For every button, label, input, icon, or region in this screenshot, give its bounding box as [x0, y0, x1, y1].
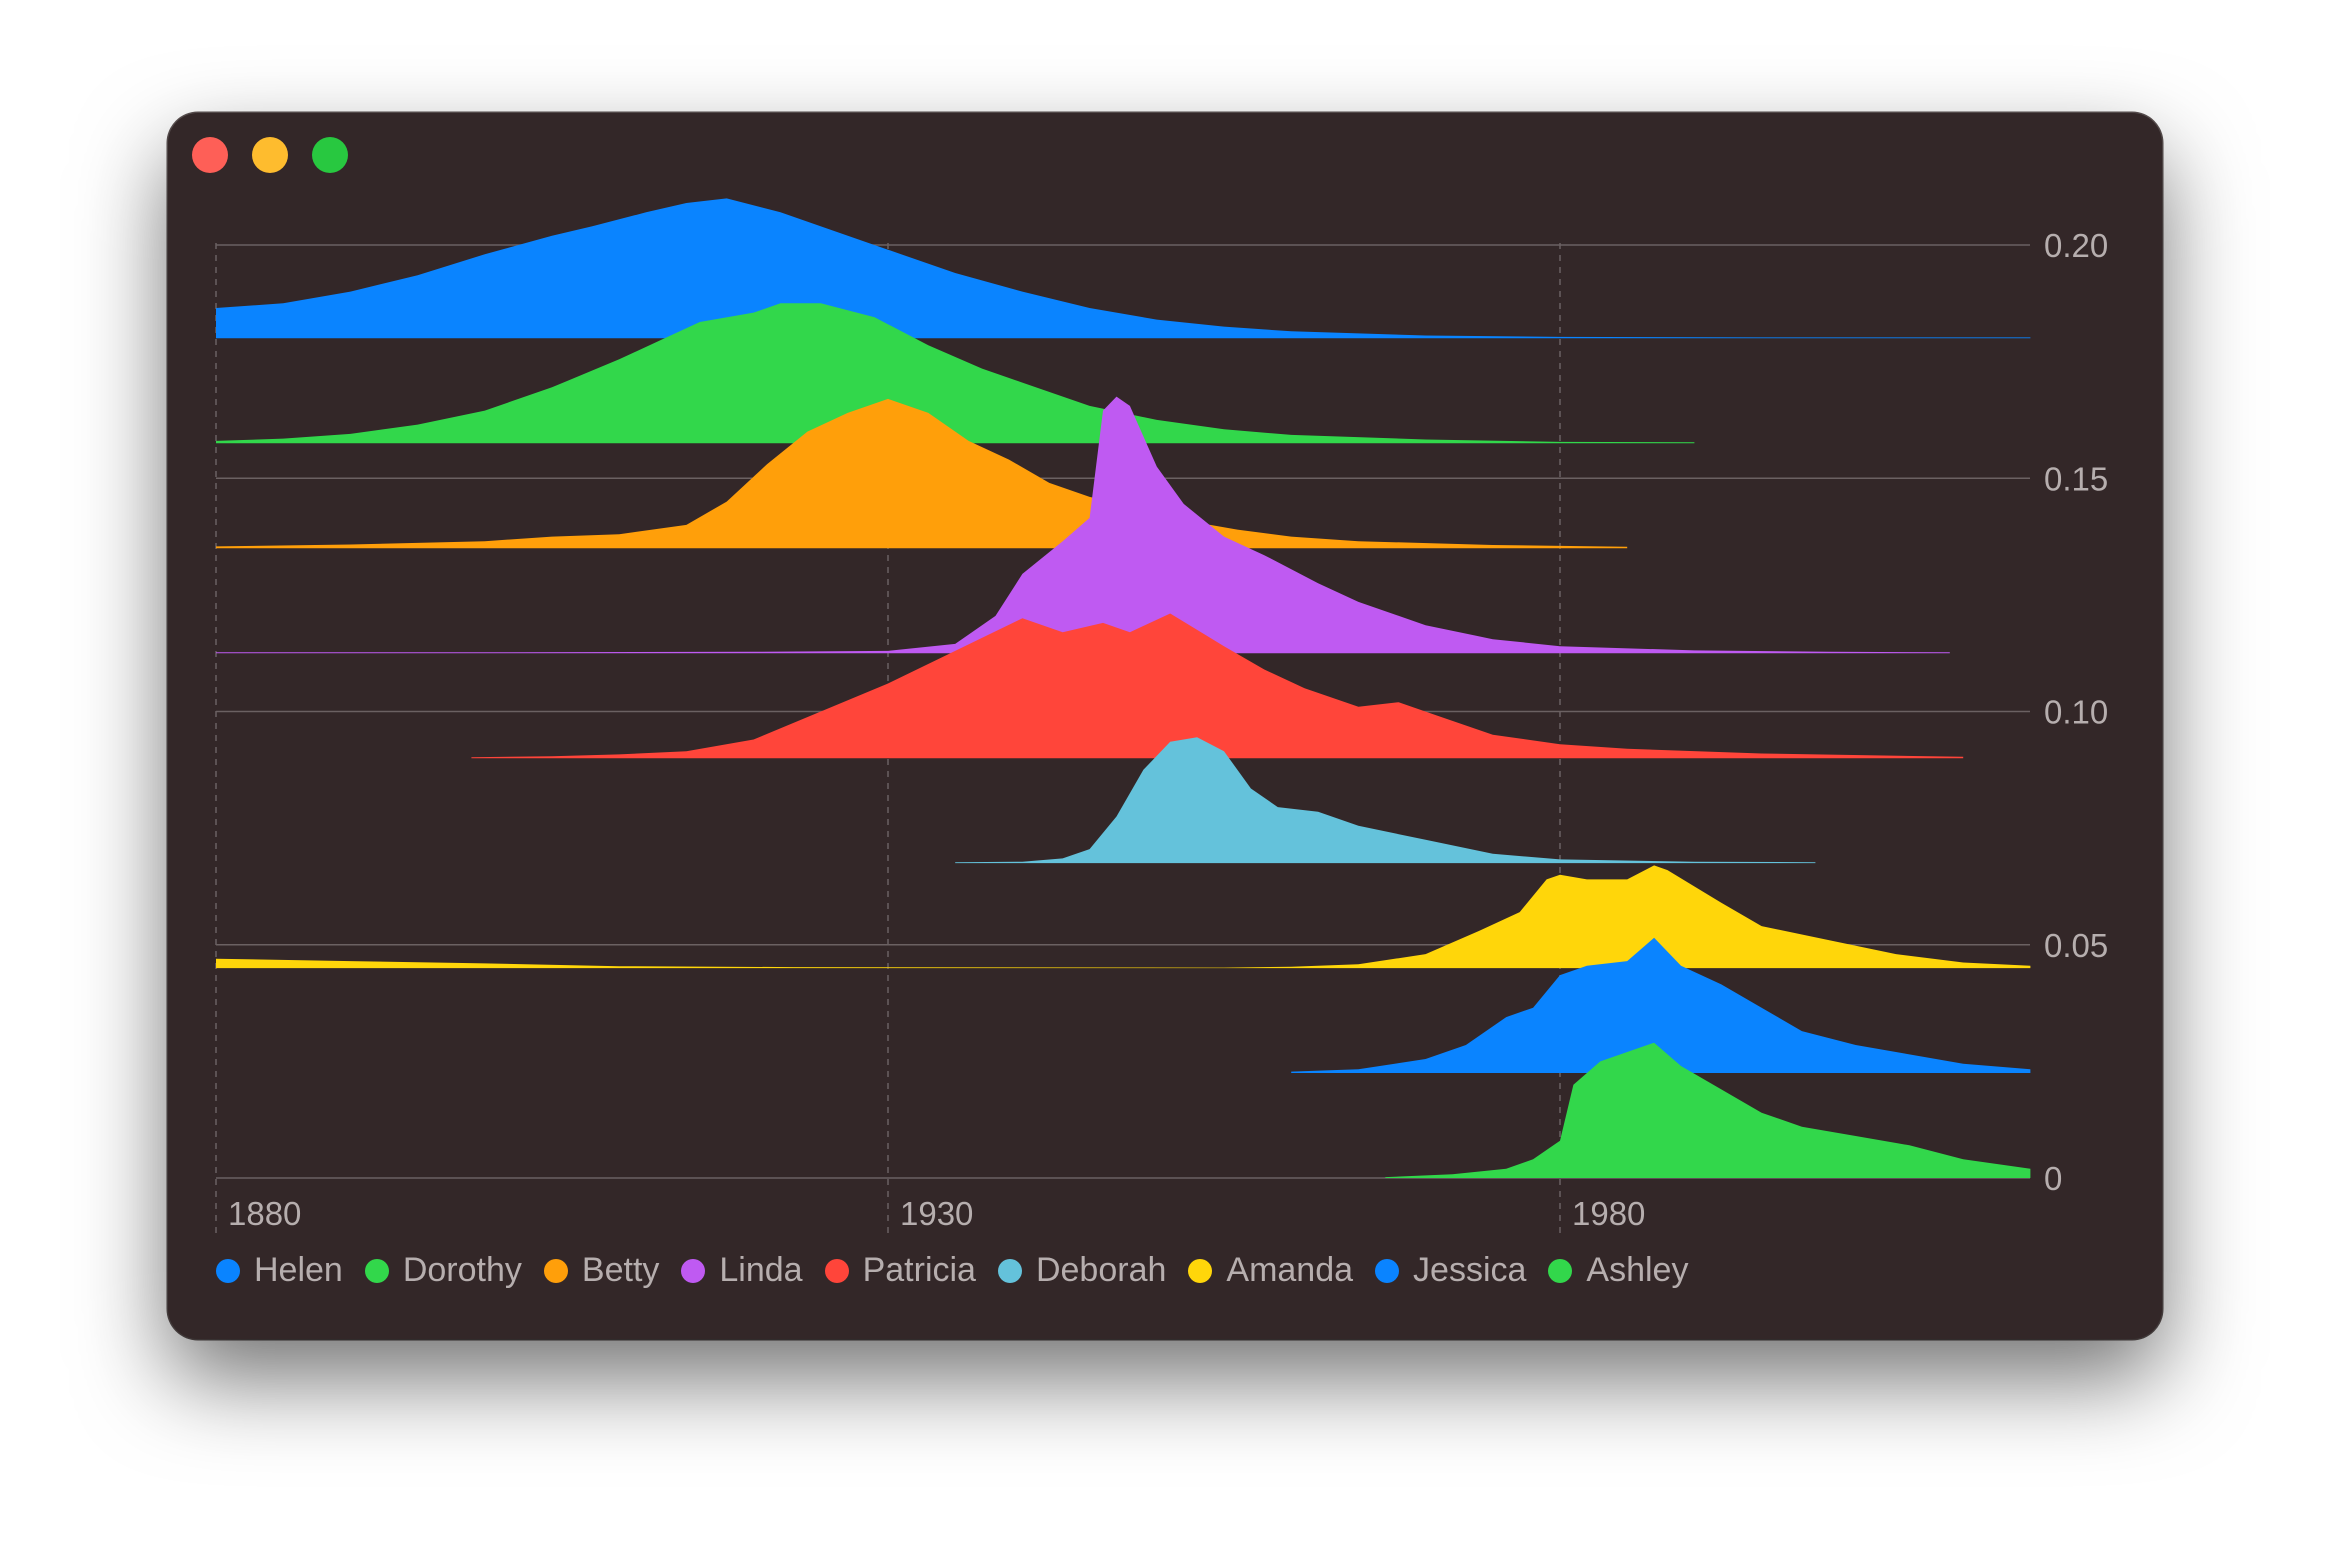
legend-swatch-icon: [364, 1258, 389, 1283]
legend-item-betty: Betty: [543, 1251, 660, 1290]
legend-swatch-icon: [1375, 1258, 1400, 1283]
legend-item-dorothy: Dorothy: [364, 1251, 522, 1290]
close-window-button[interactable]: [192, 137, 228, 173]
legend-label: Patricia: [862, 1251, 976, 1289]
legend-label: Ashley: [1586, 1251, 1689, 1289]
series-area-deborah: [955, 737, 1816, 864]
legend-item-linda: Linda: [681, 1251, 803, 1290]
legend-swatch-icon: [997, 1258, 1022, 1283]
legend-swatch-icon: [1548, 1258, 1573, 1283]
x-axis-label: 1980: [1572, 1195, 1645, 1232]
legend-label: Deborah: [1035, 1251, 1167, 1289]
y-axis-label: 0.15: [2044, 460, 2108, 497]
legend-swatch-icon: [1188, 1258, 1213, 1283]
y-axis-label: 0.10: [2044, 694, 2108, 731]
legend-label: Helen: [254, 1251, 343, 1289]
legend-swatch-icon: [543, 1258, 568, 1283]
legend-swatch-icon: [216, 1258, 240, 1283]
ridgeline-chart: 0 0.05 0.10 0.15 0.20 1880 1930 1980: [215, 198, 2108, 1233]
legend-item-patricia: Patricia: [824, 1251, 976, 1290]
legend-item-deborah: Deborah: [997, 1251, 1167, 1290]
series-area-dorothy: [216, 303, 1695, 444]
y-axis-label: 0: [2044, 1160, 2062, 1197]
legend-item-jessica: Jessica: [1375, 1251, 1526, 1290]
legend-label: Betty: [581, 1251, 660, 1289]
series-area-linda: [216, 396, 1950, 654]
zoom-window-button[interactable]: [312, 137, 348, 173]
series-area-patricia: [471, 613, 1964, 759]
legend-swatch-icon: [681, 1258, 706, 1283]
series-area-betty: [216, 398, 1628, 549]
legend-label: Amanda: [1226, 1251, 1354, 1289]
legend-item-ashley: Ashley: [1548, 1251, 1688, 1290]
series-area-ashley: [1385, 1042, 2031, 1178]
app-window: 0 0.05 0.10 0.15 0.20 1880 1930 1980 Helen Dorot…: [168, 113, 2162, 1339]
y-axis-label: 0.05: [2044, 927, 2108, 964]
legend-label: Dorothy: [402, 1251, 522, 1289]
series-area-amanda: [216, 865, 2031, 969]
legend-label: Linda: [719, 1251, 803, 1289]
legend-item-helen: Helen: [216, 1251, 343, 1290]
series-area-helen: [216, 198, 2031, 339]
legend-label: Jessica: [1413, 1251, 1527, 1289]
x-axis-label: 1930: [900, 1195, 973, 1232]
series-area-jessica: [1291, 937, 2031, 1073]
x-axis-label: 1880: [228, 1195, 301, 1232]
legend-item-amanda: Amanda: [1188, 1251, 1353, 1290]
chart-legend: Helen Dorothy Betty Linda Patricia Deborah Ama…: [216, 1251, 1710, 1290]
y-axis-label: 0.20: [2044, 227, 2108, 264]
legend-swatch-icon: [824, 1258, 849, 1283]
minimize-window-button[interactable]: [252, 137, 288, 173]
